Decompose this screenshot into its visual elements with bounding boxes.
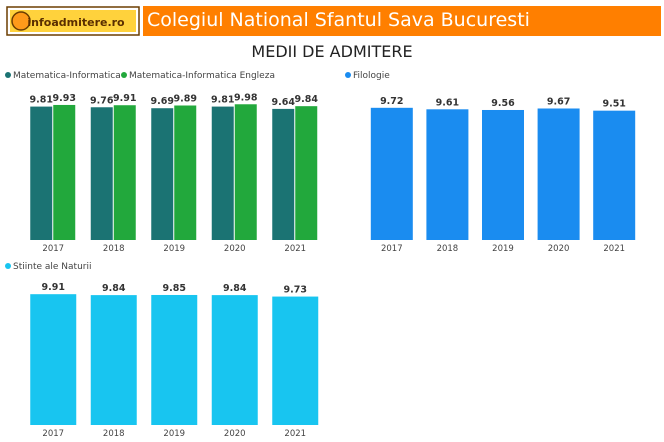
data-label-0-2019: 9.69 (151, 96, 174, 107)
chart-filologie: Filologie 9.72 2017 9.61 2018 9.56 2019 9.67 202… (345, 71, 636, 254)
x-tick-label-2017: 2017 (42, 429, 64, 439)
chart-subtitle: MEDII DE ADMITERE (251, 42, 413, 61)
legend-label-0[interactable]: Stiinte ale Naturii (13, 262, 91, 272)
legend-label-0[interactable]: Filologie (353, 71, 390, 81)
bar-0-2019[interactable] (482, 109, 524, 240)
bar-1-2017[interactable] (53, 104, 76, 240)
bar-0-2019[interactable] (151, 294, 198, 425)
data-label-0-2021: 9.64 (272, 97, 296, 108)
legend-marker-0 (5, 263, 11, 269)
data-label-0-2019: 9.85 (163, 283, 186, 294)
x-tick-label-2019: 2019 (163, 429, 185, 439)
logo-background (10, 10, 136, 32)
bar-0-2021[interactable] (593, 110, 636, 240)
bar-1-2021[interactable] (295, 106, 318, 240)
x-tick-label-2021: 2021 (284, 244, 306, 254)
bar-0-2020[interactable] (211, 106, 234, 240)
data-label-0-2018: 9.76 (90, 95, 114, 106)
legend-marker-0 (345, 72, 351, 78)
bar-0-2021[interactable] (272, 296, 319, 425)
bar-0-2020[interactable] (211, 295, 258, 425)
data-label-0-2017: 9.81 (30, 95, 53, 106)
bar-1-2019[interactable] (174, 105, 197, 240)
chart-matematica: Matematica-Informatica Matematica-Informa… (5, 71, 319, 254)
data-label-0-2020: 9.67 (547, 96, 570, 107)
bar-1-2020[interactable] (234, 104, 257, 240)
logo-wordmark: infoadmitere.ro (27, 16, 125, 29)
x-tick-label-2018: 2018 (103, 429, 125, 439)
bar-1-2018[interactable] (113, 105, 136, 240)
x-tick-label-2021: 2021 (603, 244, 625, 254)
data-label-0-2018: 9.84 (102, 283, 126, 294)
x-tick-label-2017: 2017 (381, 244, 403, 254)
data-label-1-2020: 9.98 (234, 92, 258, 103)
legend-label-1[interactable]: Matematica-Informatica Engleza (129, 71, 275, 81)
legend-label-0[interactable]: Matematica-Informatica (13, 71, 121, 81)
bar-0-2020[interactable] (537, 108, 580, 240)
bar-0-2019[interactable] (151, 108, 174, 240)
data-label-0-2017: 9.72 (380, 96, 403, 107)
bar-0-2018[interactable] (90, 107, 113, 240)
legend-marker-1 (121, 72, 127, 78)
title-banner: Colegiul National Sfantul Sava Bucuresti (143, 6, 661, 36)
bar-0-2017[interactable] (370, 107, 413, 240)
x-tick-label-2019: 2019 (163, 244, 185, 254)
data-label-1-2018: 9.91 (113, 93, 136, 104)
site-logo: infoadmitere.ro (6, 6, 140, 36)
bar-0-2021[interactable] (272, 108, 295, 240)
bar-0-2018[interactable] (426, 109, 469, 240)
data-label-0-2019: 9.56 (491, 98, 515, 109)
data-label-1-2019: 9.89 (174, 93, 197, 104)
logo-emblem-icon (11, 11, 31, 31)
bar-0-2017[interactable] (30, 106, 53, 240)
x-tick-label-2020: 2020 (548, 244, 570, 254)
x-tick-label-2021: 2021 (284, 429, 306, 439)
data-label-1-2021: 9.84 (295, 94, 319, 105)
x-tick-label-2020: 2020 (224, 244, 246, 254)
data-label-0-2018: 9.61 (436, 97, 459, 108)
bar-0-2018[interactable] (90, 295, 137, 425)
data-label-0-2020: 9.81 (211, 95, 234, 106)
data-label-0-2020: 9.84 (223, 283, 247, 294)
x-tick-label-2017: 2017 (42, 244, 64, 254)
x-tick-label-2018: 2018 (103, 244, 125, 254)
data-label-0-2021: 9.51 (602, 99, 625, 110)
data-label-1-2017: 9.93 (53, 93, 76, 104)
x-tick-label-2018: 2018 (437, 244, 459, 254)
data-label-0-2017: 9.91 (42, 282, 65, 293)
page-title: Colegiul National Sfantul Sava Bucuresti (147, 9, 530, 31)
x-tick-label-2020: 2020 (224, 429, 246, 439)
legend-marker-0 (5, 72, 11, 78)
chart-stiinte: Stiinte ale Naturii 9.91 2017 9.84 2018 9.85 2… (5, 262, 319, 439)
data-label-0-2021: 9.73 (284, 285, 307, 296)
bar-0-2017[interactable] (30, 294, 77, 425)
x-tick-label-2019: 2019 (492, 244, 514, 254)
